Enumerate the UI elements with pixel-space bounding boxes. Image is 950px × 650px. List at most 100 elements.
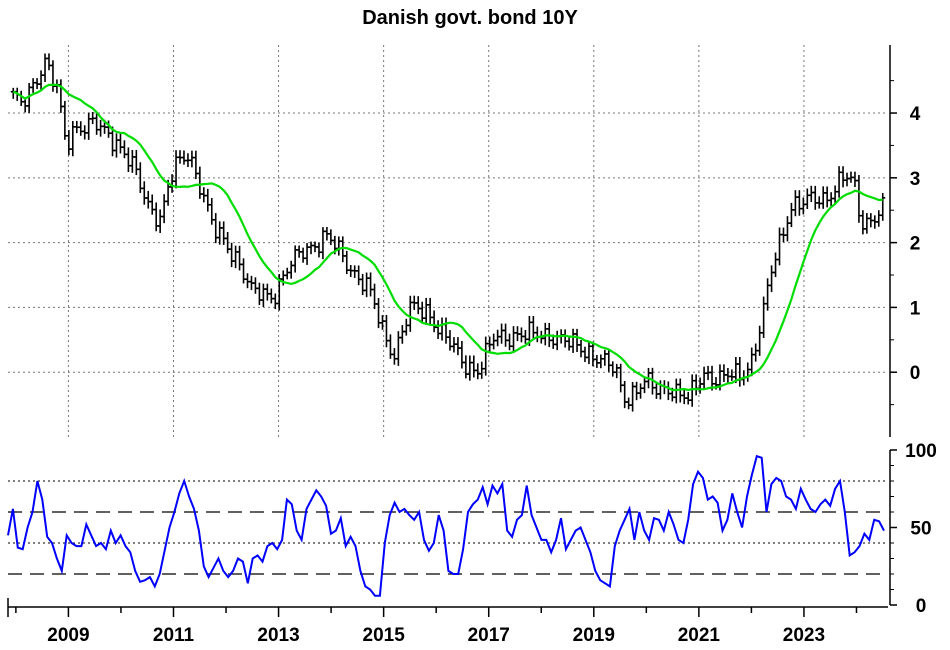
price-bar: [86, 112, 92, 140]
price-bar: [157, 209, 163, 233]
price-bar: [634, 381, 640, 401]
price-bar: [435, 320, 441, 340]
price-bar: [98, 119, 104, 137]
price-bar: [610, 361, 616, 377]
price-bar: [336, 236, 342, 256]
price-bar: [395, 331, 401, 366]
price-bar: [376, 298, 382, 329]
price-bar: [784, 216, 790, 242]
x-tick-label: 2019: [573, 625, 615, 646]
price-bar: [860, 210, 866, 235]
price-bar: [471, 355, 477, 378]
x-tick-label: 2009: [47, 625, 89, 646]
price-bar: [880, 192, 886, 221]
price-bar: [427, 297, 433, 325]
price-bar: [812, 185, 818, 210]
oscillator-line: [7, 454, 885, 597]
price-bar: [788, 202, 794, 228]
price-bar: [423, 297, 429, 326]
price-bar: [622, 380, 628, 409]
price-bar: [467, 355, 473, 381]
price-bar: [78, 121, 84, 136]
price-bar: [729, 369, 735, 381]
price-bar: [260, 283, 266, 307]
price-bar: [602, 349, 608, 366]
price-bar: [268, 288, 274, 304]
price-bar: [479, 361, 485, 379]
price-bar: [221, 221, 227, 245]
price-bar: [193, 150, 199, 180]
y-tick-label: 3: [910, 169, 921, 190]
price-bar: [606, 349, 612, 372]
x-tick-label: 2023: [783, 625, 825, 646]
price-bar: [245, 273, 251, 289]
osc-tick-label: 0: [916, 596, 927, 617]
price-bar: [876, 210, 882, 227]
price-bar: [697, 377, 703, 394]
price-bar: [542, 322, 548, 346]
price-bar: [399, 325, 405, 344]
price-bar: [447, 330, 453, 351]
price-bar: [364, 272, 370, 298]
price-bar: [824, 186, 830, 208]
price-bar: [638, 383, 644, 399]
price-bar: [205, 188, 211, 212]
price-bar: [765, 278, 771, 311]
price-bar: [288, 260, 294, 279]
price-bar: [483, 336, 489, 376]
price-bar: [840, 166, 846, 188]
price-bar: [284, 267, 290, 280]
price-bar: [304, 243, 310, 265]
price-bar: [125, 147, 131, 173]
price-bar: [129, 150, 135, 173]
price-bar: [173, 150, 179, 189]
price-bar: [864, 213, 870, 234]
price-bar: [503, 323, 509, 347]
chart-title: Danish govt. bond 10Y: [362, 7, 578, 29]
price-bar: [594, 354, 600, 368]
price-bar: [463, 355, 469, 379]
price-bar: [753, 343, 759, 362]
price-bar: [578, 339, 584, 358]
price-bar: [681, 389, 687, 405]
price-bar: [352, 265, 358, 278]
price-bar: [300, 247, 306, 263]
y-tick-label: 0: [910, 363, 921, 384]
x-tick-label: 2015: [363, 625, 406, 646]
price-bar: [642, 376, 648, 394]
price-bar: [554, 330, 560, 351]
price-bar: [145, 190, 151, 209]
price-bar: [614, 363, 620, 379]
price-bar: [455, 337, 461, 356]
price-bar: [534, 326, 540, 343]
price-bar: [372, 283, 378, 310]
price-bar: [62, 100, 68, 140]
price-bar: [499, 323, 505, 344]
y-tick-label: 4: [910, 104, 921, 125]
price-bar: [419, 301, 425, 324]
price-bar: [407, 295, 413, 332]
price-bar: [491, 333, 497, 350]
price-bar: [586, 341, 592, 365]
price-bar: [391, 348, 397, 365]
price-bar: [507, 333, 513, 351]
lower-grid: [8, 480, 888, 575]
osc-tick-label: 50: [910, 519, 931, 540]
price-bar: [252, 277, 258, 294]
price-bar: [852, 171, 858, 188]
price-bar: [50, 60, 56, 92]
price-bar: [316, 242, 322, 258]
price-bar: [149, 194, 155, 215]
price-bar: [256, 282, 262, 306]
price-bar: [800, 197, 806, 215]
price-bar: [844, 172, 850, 187]
price-bar: [665, 381, 671, 401]
price-bar: [562, 329, 568, 348]
price-bar: [459, 340, 465, 369]
price-bar: [570, 328, 576, 353]
price-bar: [511, 326, 517, 353]
price-bar: [685, 391, 691, 405]
price-bar: [415, 296, 421, 315]
price-bar: [761, 296, 767, 338]
